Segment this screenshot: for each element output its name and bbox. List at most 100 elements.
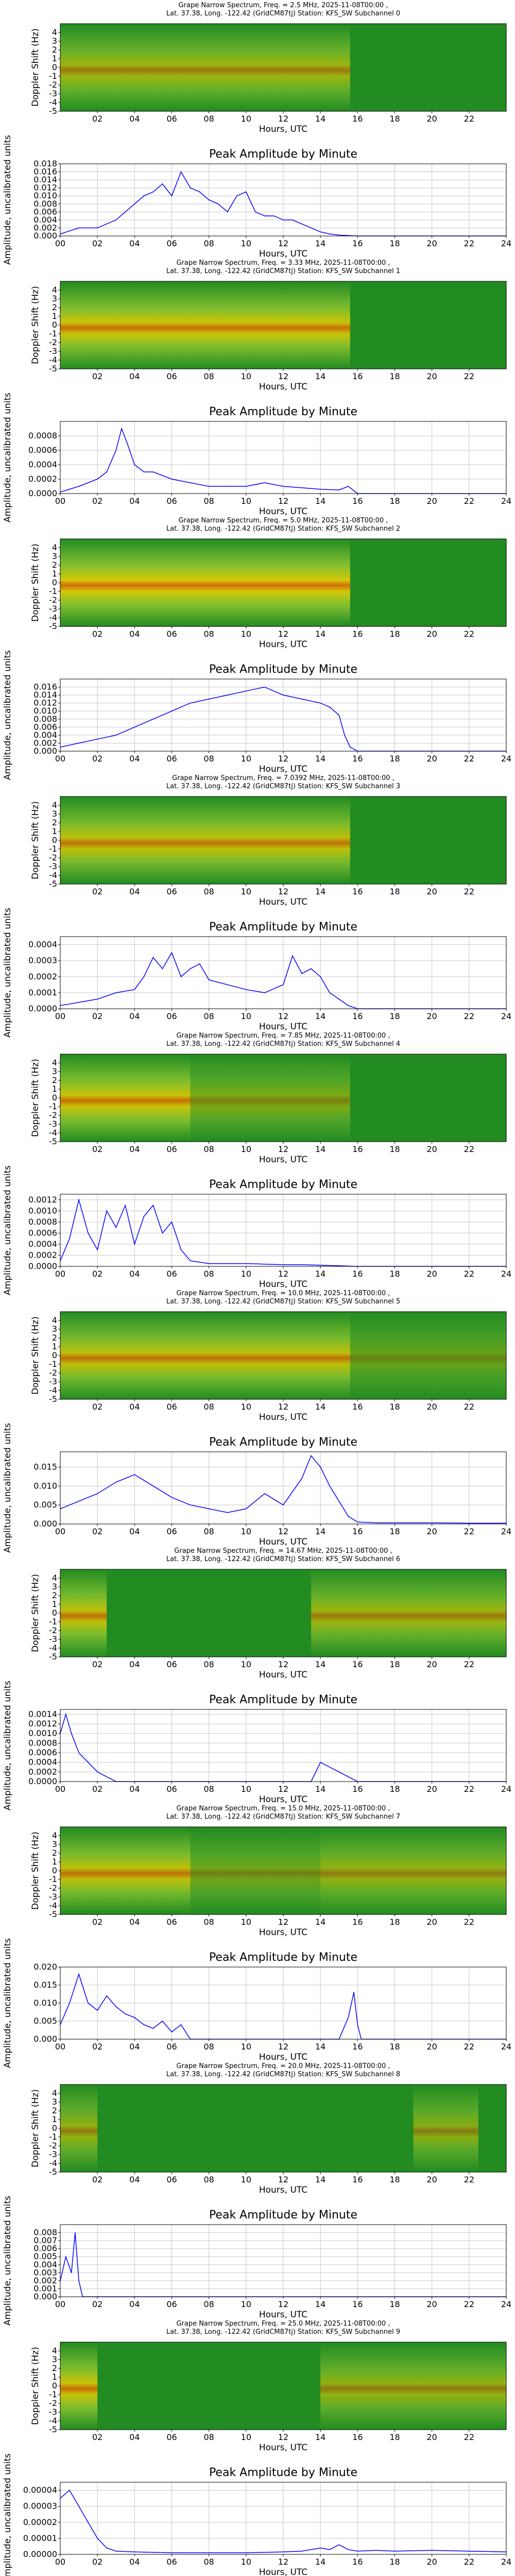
amplitude-point	[65, 2256, 66, 2258]
x-tick-label: 02	[92, 2432, 102, 2442]
amplitude-point	[115, 1227, 117, 1228]
spectrogram-panel-7: Grape Narrow Spectrum, Freq. = 15.0 MHz,…	[30, 1805, 507, 1938]
spectrogram-activity-band	[60, 539, 350, 626]
y-tick-label: 4	[52, 1058, 57, 1067]
amplitude-point	[78, 2505, 79, 2507]
x-tick-label: 06	[166, 239, 177, 248]
y-tick-label: -1	[49, 2389, 57, 2399]
amplitude-point	[171, 710, 173, 712]
amplitude-point	[283, 694, 284, 696]
amplitude-point	[357, 2550, 358, 2552]
y-axis-label: Doppler Shift (Hz)	[30, 28, 41, 107]
spectrogram-activity-band	[413, 2084, 478, 2172]
y-tick-label: 0.0002	[28, 1250, 57, 1260]
x-tick-label: 10	[241, 1144, 251, 1154]
amplitude-point	[227, 211, 228, 213]
x-tick-label: 10	[241, 1402, 251, 1412]
amplitude-point	[171, 2031, 173, 2032]
x-tick-label: 20	[426, 2432, 437, 2442]
amplitude-panel-4: Peak Amplitude by Minute 00 02 04 06 08 10 12 14…	[3, 1165, 511, 1295]
amplitude-point	[350, 747, 351, 748]
amplitude-point	[88, 1232, 89, 1234]
amplitude-point	[152, 2028, 154, 2029]
x-tick-label: 04	[129, 496, 140, 506]
spectrogram-panel-6: Grape Narrow Spectrum, Freq. = 14.67 MHz…	[30, 1547, 507, 1680]
spectrogram-activity-band	[60, 281, 350, 369]
x-tick-label: 10	[241, 1659, 251, 1669]
amplitude-point	[375, 1522, 377, 1523]
amplitude-point	[338, 715, 340, 716]
amplitude-point	[329, 992, 331, 993]
x-tick-label: 20	[426, 1527, 437, 1536]
y-tick-label: 3	[52, 36, 57, 46]
amplitude-point	[97, 227, 98, 229]
amplitude-point	[394, 1522, 396, 1523]
y-tick-label: -2	[49, 337, 57, 347]
amplitude-point	[255, 211, 256, 213]
plot-frame	[60, 2482, 507, 2555]
spectrogram-activity-band	[60, 2084, 98, 2172]
amplitude-title: Peak Amplitude by Minute	[209, 148, 357, 161]
x-tick-label: 16	[352, 2299, 363, 2309]
amplitude-point	[264, 992, 265, 993]
y-tick-label: 0	[52, 1350, 57, 1360]
amplitude-point	[69, 1238, 70, 1239]
x-tick-label: 10	[241, 239, 251, 248]
x-tick-label: 20	[426, 1784, 437, 1794]
amplitude-point	[143, 195, 145, 197]
y-tick-label: 0.00000	[23, 2549, 57, 2559]
x-tick-label: 02	[92, 1659, 102, 1669]
x-tick-label: 12	[278, 2175, 288, 2184]
y-tick-label: 0.0010	[28, 1206, 57, 1215]
y-tick-label: 0.0001	[28, 988, 57, 997]
amplitude-panel-9: Peak Amplitude by Minute 00 02 04 06 08 10 12 14…	[3, 2453, 511, 2576]
x-tick-label: 00	[55, 2299, 65, 2309]
x-tick-label: 06	[166, 1659, 177, 1669]
x-tick-label: 18	[389, 754, 400, 764]
spectrogram-activity-band	[190, 1054, 350, 1142]
x-tick-label: 24	[501, 1011, 511, 1021]
amplitude-point	[125, 2013, 126, 2014]
x-tick-label: 00	[55, 2557, 65, 2567]
x-tick-label: 22	[464, 1784, 474, 1794]
spectrogram-title: Grape Narrow Spectrum, Freq. = 10.0 MHz,…	[176, 1290, 390, 1297]
x-tick-label: 24	[501, 754, 511, 764]
x-tick-label: 22	[464, 2299, 474, 2309]
spectrogram-activity-band	[320, 1827, 506, 1914]
amplitude-point	[143, 471, 145, 472]
y-tick-label: -1	[49, 329, 57, 338]
amplitude-point	[88, 1761, 89, 1763]
x-tick-label: 10	[241, 1784, 251, 1794]
y-tick-label: -2	[49, 1368, 57, 1378]
x-tick-label: 04	[129, 239, 140, 248]
x-tick-label: 22	[464, 2557, 474, 2567]
x-tick-label: 24	[501, 2042, 511, 2052]
amplitude-panel-5: Peak Amplitude by Minute 00 02 04 06 08 10 12 14…	[3, 1423, 511, 1553]
x-tick-label: 22	[464, 754, 474, 764]
x-tick-label: 04	[129, 887, 140, 896]
y-tick-label: 0.006	[33, 207, 57, 216]
x-tick-label: 20	[426, 1659, 437, 1669]
amplitude-point	[78, 1199, 79, 1200]
x-tick-label: 04	[129, 371, 140, 381]
amplitude-point	[208, 1263, 210, 1264]
plot-frame	[60, 2224, 507, 2297]
spectrogram-subtitle: Lat. 37.38, Long. -122.42 (GridCM87tj) S…	[166, 1040, 400, 1048]
amplitude-point	[338, 1265, 340, 1266]
x-tick-label: 06	[166, 2432, 177, 2442]
amplitude-point	[208, 979, 210, 980]
amplitude-point	[134, 989, 135, 990]
amplitude-panel-2: Peak Amplitude by Minute 00 02 04 06 08 10 12 14…	[3, 650, 511, 780]
y-tick-label: 0.010	[33, 1998, 57, 2008]
x-tick-label: 18	[389, 1659, 400, 1669]
amplitude-panel-8: Peak Amplitude by Minute 00 02 04 06 08 10 12 14…	[3, 2196, 511, 2326]
amplitude-point	[199, 963, 200, 964]
y-tick-label: 0.00002	[23, 2517, 57, 2527]
amplitude-point	[97, 738, 98, 740]
amplitude-point	[469, 2550, 470, 2552]
x-tick-label: 06	[166, 1784, 177, 1794]
x-tick-label: 08	[203, 371, 214, 381]
y-tick-label: 2	[52, 1590, 57, 1600]
x-tick-label: 16	[352, 754, 363, 764]
amplitude-point	[180, 2024, 182, 2025]
